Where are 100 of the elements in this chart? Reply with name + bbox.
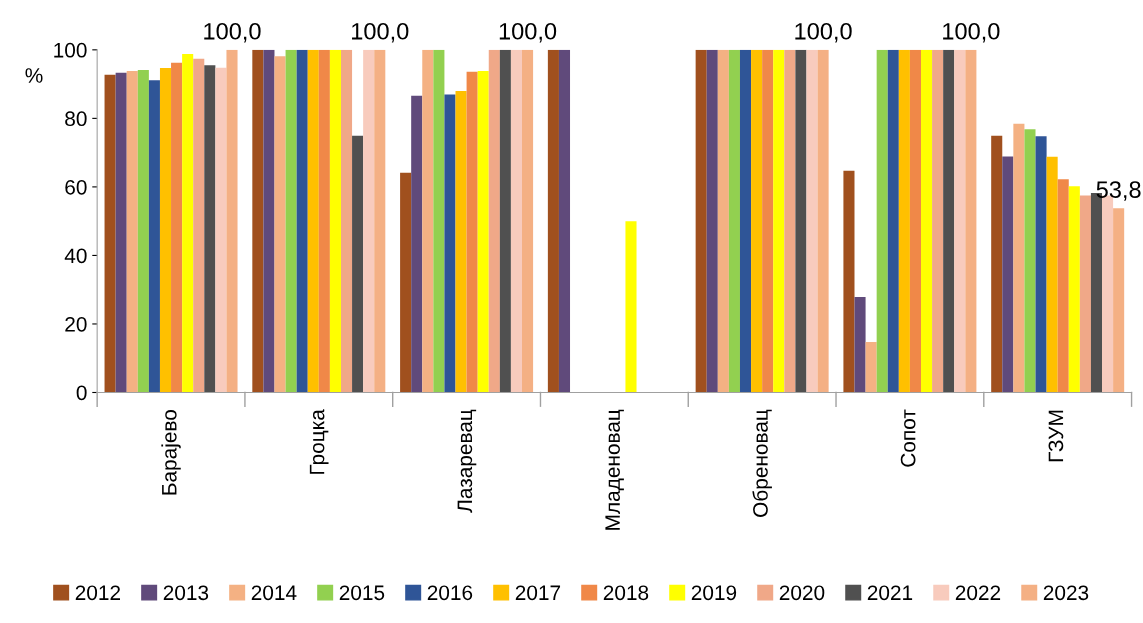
bar — [762, 49, 774, 393]
legend-label: 2014 — [251, 585, 297, 601]
bar — [340, 49, 353, 393]
bar — [1002, 156, 1014, 393]
x-tick-label: Лазаревац — [457, 409, 477, 513]
bar — [455, 90, 467, 393]
legend-label: 2017 — [515, 585, 561, 601]
legend-label: 2019 — [691, 585, 737, 601]
x-tick-label: Гроцка — [309, 409, 329, 474]
y-tick-label: 80 — [65, 111, 87, 127]
y-tick-label: 40 — [64, 248, 87, 264]
bar — [887, 49, 899, 393]
data-label: 100,0 — [795, 22, 852, 43]
bar — [126, 71, 138, 393]
bar — [193, 58, 205, 393]
x-tick-label: Младеновац — [605, 409, 624, 530]
bar — [433, 49, 445, 393]
bar — [717, 49, 729, 393]
data-label: 100,0 — [204, 22, 261, 43]
bar — [215, 67, 227, 393]
bar — [182, 53, 194, 393]
bar — [488, 49, 500, 393]
bar — [695, 49, 707, 393]
bar — [1046, 156, 1058, 393]
bar — [1035, 136, 1047, 393]
legend-label: 2016 — [427, 585, 473, 601]
x-tick-label: Обреновац — [752, 409, 772, 517]
bar — [171, 62, 183, 393]
bar — [115, 72, 127, 393]
bar — [522, 49, 534, 393]
bar — [898, 49, 910, 393]
bar — [318, 49, 330, 393]
bar — [204, 65, 216, 393]
bar — [1079, 195, 1091, 393]
bar — [263, 49, 275, 393]
bar — [400, 172, 412, 393]
legend-label: 2013 — [163, 585, 209, 601]
bar — [558, 49, 571, 393]
legend-label: 2022 — [955, 585, 1001, 601]
legend-label: 2023 — [1043, 585, 1089, 601]
legend-label: 2020 — [779, 585, 825, 601]
bar — [148, 80, 160, 393]
bar — [444, 94, 456, 393]
bar — [954, 49, 966, 393]
x-tick-label: Барајево — [161, 410, 181, 495]
bar — [466, 71, 478, 393]
bar — [1068, 186, 1080, 393]
bar — [307, 49, 319, 393]
y-tick-label: 100 — [54, 42, 87, 58]
bar — [784, 49, 796, 393]
bar — [411, 95, 423, 393]
bar — [806, 49, 818, 393]
y-tick-label: 60 — [65, 179, 87, 195]
x-tick-label: Сопот — [900, 409, 916, 467]
y-tick-label: 20 — [65, 316, 87, 332]
bar — [329, 49, 341, 393]
x-tick-label: ГЗУМ — [1048, 410, 1064, 462]
bar — [943, 49, 955, 393]
bar — [909, 49, 921, 393]
bar — [296, 49, 308, 393]
bar — [226, 49, 238, 393]
bar — [932, 49, 944, 393]
bar — [252, 49, 264, 393]
bar — [728, 49, 740, 393]
data-label: 100,0 — [352, 22, 409, 43]
data-label: 53,8 — [1096, 181, 1141, 201]
bar — [104, 74, 116, 393]
bar — [920, 49, 933, 393]
bar — [274, 56, 286, 393]
legend-label: 2015 — [339, 585, 385, 601]
y-axis-title: % — [25, 68, 43, 83]
bar — [477, 71, 489, 393]
bar — [706, 49, 718, 393]
bar — [1013, 123, 1025, 393]
data-label: 100,0 — [499, 22, 557, 43]
bar — [285, 49, 297, 393]
bar — [374, 49, 386, 393]
bar — [843, 170, 855, 393]
bar — [1024, 129, 1036, 393]
legend-label: 2021 — [867, 585, 913, 601]
bar — [965, 49, 977, 393]
bar — [499, 49, 511, 393]
bar — [137, 70, 149, 393]
bar — [547, 49, 559, 393]
y-tick-label: 0 — [76, 385, 87, 401]
bar — [1057, 179, 1069, 393]
data-label: 100,0 — [943, 22, 1000, 43]
bar — [773, 49, 785, 393]
bar — [352, 135, 364, 393]
bar — [363, 49, 375, 393]
bar — [739, 49, 752, 393]
bar — [422, 49, 434, 393]
bar — [876, 49, 888, 393]
bar — [510, 49, 522, 393]
legend-label: 2012 — [75, 585, 120, 601]
bar — [625, 221, 637, 393]
bar — [991, 135, 1003, 393]
bar — [795, 49, 807, 393]
bar — [865, 342, 877, 393]
bar — [1113, 208, 1125, 393]
